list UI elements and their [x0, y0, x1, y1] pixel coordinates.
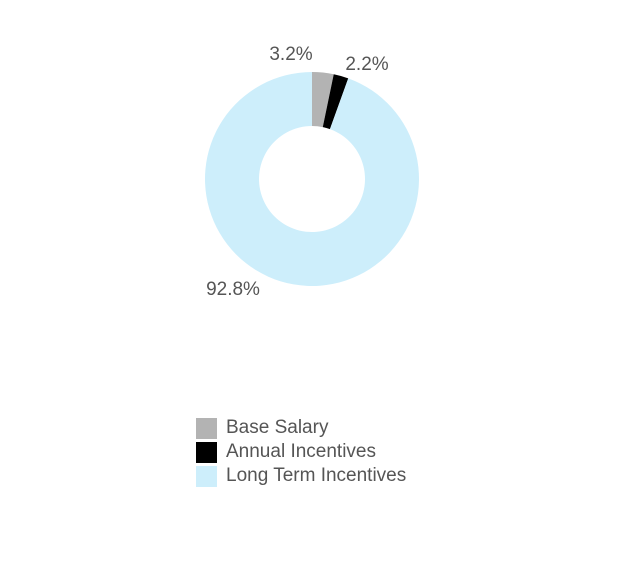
legend-item-long-term-incentives: Long Term Incentives [196, 464, 406, 488]
legend-label-base-salary: Base Salary [226, 417, 329, 438]
legend-label-annual-incentives: Annual Incentives [226, 441, 376, 462]
legend-item-annual-incentives: Annual Incentives [196, 440, 406, 464]
data-label-annual-incentives: 2.2% [345, 54, 388, 75]
donut-slice-base-salary [312, 72, 334, 128]
data-label-base-salary: 3.2% [269, 44, 312, 65]
legend-swatch-base-salary [196, 417, 217, 439]
legend-swatch-long-term-incentives [196, 465, 217, 487]
chart-legend: Base Salary Annual Incentives Long Term … [196, 416, 406, 488]
legend-swatch-annual-incentives [196, 441, 217, 463]
donut-slice-annual-incentives [322, 74, 349, 130]
legend-item-base-salary: Base Salary [196, 416, 406, 440]
legend-label-long-term-incentives: Long Term Incentives [226, 465, 407, 486]
data-label-long-term-incentives: 92.8% [206, 279, 260, 300]
donut-slice-long-term-incentives [204, 72, 419, 286]
